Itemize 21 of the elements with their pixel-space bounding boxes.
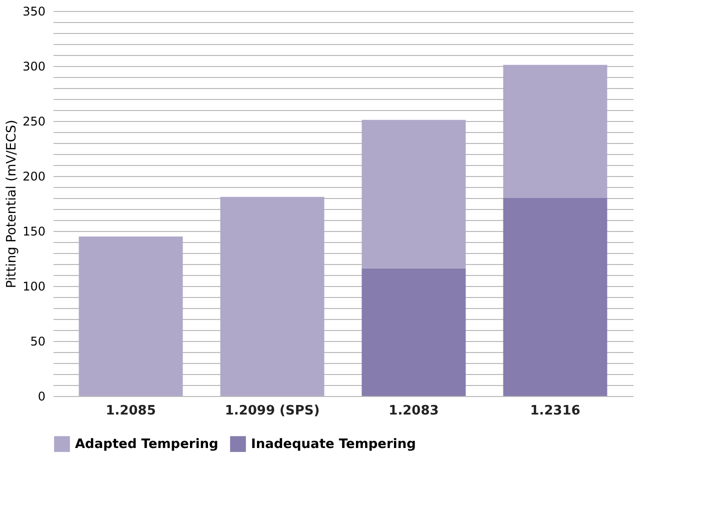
y-tick-label: 300 — [22, 60, 46, 74]
bar — [362, 268, 466, 396]
bar — [503, 64, 608, 198]
y-tick-label: 200 — [22, 170, 46, 184]
bar — [220, 196, 324, 396]
y-tick-label: 100 — [22, 280, 46, 294]
y-tick-label: 250 — [22, 114, 46, 128]
bar — [503, 198, 608, 396]
legend-label: Inadequate Tempering — [251, 437, 416, 452]
y-axis-title: Pitting Potential (mV/ECS) — [4, 120, 20, 288]
x-tick-label: 1.2083 — [388, 404, 439, 418]
y-tick-label: 350 — [22, 4, 46, 18]
y-tick-label: 0 — [38, 390, 46, 404]
x-tick-label: 1.2316 — [530, 404, 580, 418]
x-tick-label: 1.2085 — [106, 404, 156, 418]
bar — [78, 236, 183, 396]
y-tick-label: 50 — [30, 334, 46, 348]
x-tick-label: 1.2099 (SPS) — [224, 404, 320, 418]
legend-label: Adapted Tempering — [75, 437, 218, 452]
bar — [362, 120, 466, 268]
y-tick-label: 150 — [22, 224, 46, 238]
